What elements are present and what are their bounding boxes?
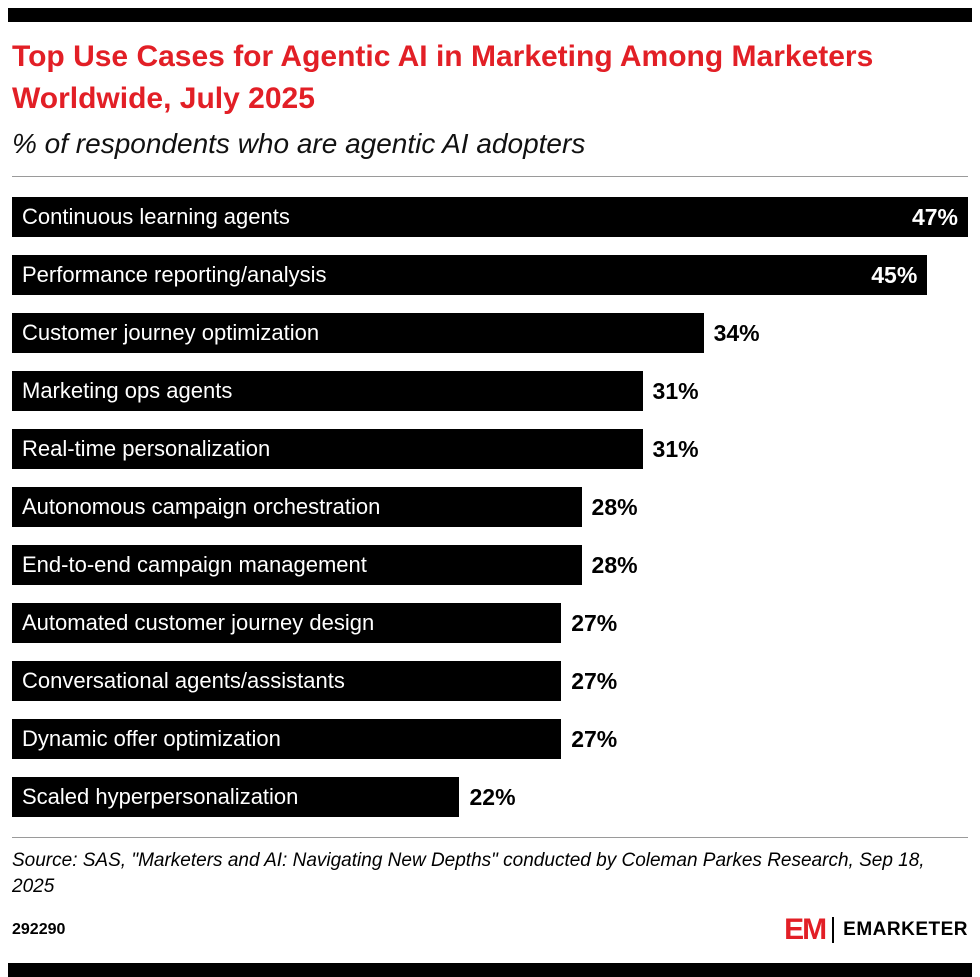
bar-label: Marketing ops agents (22, 378, 233, 403)
bar-value: 31% (652, 377, 699, 404)
bar-label: Conversational agents/assistants (22, 668, 345, 693)
bar-value: 27% (571, 725, 618, 752)
chart-title: Top Use Cases for Agentic AI in Marketin… (12, 40, 874, 115)
footer-row: 292290 EM EMARKETER (12, 915, 968, 945)
bar: Conversational agents/assistants (12, 661, 562, 701)
bar-value: 28% (591, 551, 638, 578)
bar-value: 47% (911, 203, 958, 230)
bottom-band (8, 963, 972, 977)
bar: Continuous learning agents 47% (12, 197, 968, 237)
bar-label: Scaled hyperpersonalization (22, 784, 299, 809)
bar-value: 27% (571, 609, 618, 636)
bar-row: Continuous learning agents 47% (12, 197, 968, 237)
bar-value: 31% (652, 435, 699, 462)
bar-row: Scaled hyperpersonalization 22% (12, 777, 968, 817)
source-divider (12, 837, 968, 838)
bar-row: Customer journey optimization 34% (12, 313, 968, 353)
bar-label: Automated customer journey design (22, 610, 375, 635)
bar-value: 34% (713, 319, 760, 346)
bar-label: Real-time personalization (22, 436, 271, 461)
bar-label: Customer journey optimization (22, 320, 320, 345)
header-divider (12, 176, 968, 177)
bar-label: Performance reporting/analysis (22, 262, 327, 287)
bar: Autonomous campaign orchestration (12, 487, 582, 527)
bar-value: 28% (591, 493, 638, 520)
bar-row: End-to-end campaign management 28% (12, 545, 968, 585)
bar: End-to-end campaign management (12, 545, 582, 585)
bar-label: End-to-end campaign management (22, 552, 367, 577)
bar-value: 27% (571, 667, 618, 694)
bar: Automated customer journey design (12, 603, 562, 643)
emarketer-logo-icon: EM (784, 913, 827, 947)
chart-id: 292290 (12, 921, 66, 939)
bar: Dynamic offer optimization (12, 719, 562, 759)
bar: Scaled hyperpersonalization (12, 777, 460, 817)
bar: Real-time personalization (12, 429, 643, 469)
source-note: Source: SAS, "Marketers and AI: Navigati… (12, 850, 925, 897)
bar-value: 45% (871, 261, 918, 288)
bar-row: Real-time personalization 31% (12, 429, 968, 469)
bar-value: 22% (469, 783, 516, 810)
bar-chart: Continuous learning agents 47% Performan… (12, 197, 968, 817)
bar-row: Autonomous campaign orchestration 28% (12, 487, 968, 527)
bar: Performance reporting/analysis 45% (12, 255, 928, 295)
bar-label: Autonomous campaign orchestration (22, 494, 381, 519)
bar-label: Continuous learning agents (22, 204, 290, 229)
bar-row: Performance reporting/analysis 45% (12, 255, 968, 295)
brand-logo: EM EMARKETER (784, 915, 968, 945)
chart-subtitle: % of respondents who are agentic AI adop… (12, 128, 586, 159)
bar: Customer journey optimization (12, 313, 704, 353)
chart-container: Top Use Cases for Agentic AI in Marketin… (0, 22, 980, 945)
top-band (8, 8, 972, 22)
brand-name: EMARKETER (843, 919, 968, 941)
bar-row: Conversational agents/assistants 27% (12, 661, 968, 701)
bar-row: Marketing ops agents 31% (12, 371, 968, 411)
logo-divider (832, 917, 835, 944)
bar: Marketing ops agents (12, 371, 643, 411)
bar-row: Dynamic offer optimization 27% (12, 719, 968, 759)
bar-row: Automated customer journey design 27% (12, 603, 968, 643)
bar-label: Dynamic offer optimization (22, 726, 281, 751)
